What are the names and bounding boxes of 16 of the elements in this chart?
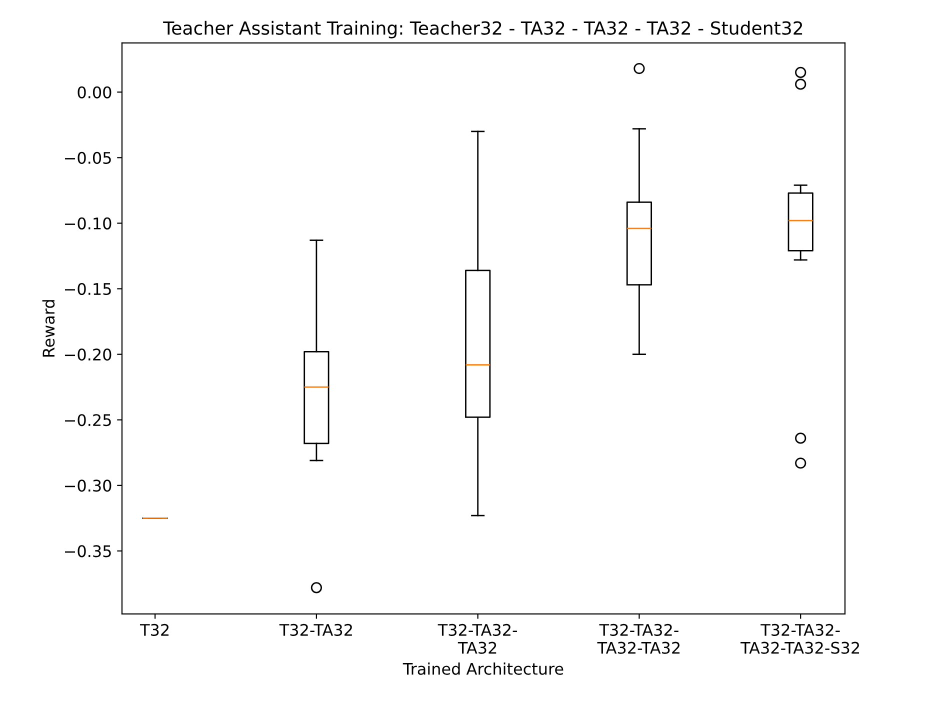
y-tick-label: −0.15 bbox=[65, 282, 111, 296]
x-tick-label: T32-TA32- TA32 bbox=[438, 624, 518, 654]
y-tick-label: −0.35 bbox=[65, 545, 111, 558]
y-tick-label: −0.10 bbox=[65, 217, 112, 230]
x-axis-title: Trained Architecture bbox=[402, 662, 564, 675]
chart-title: Teacher Assistant Training: Teacher32 - TA32 - TA32 - TA32 - Student32 bbox=[163, 20, 802, 38]
y-tick-label: 0.00 bbox=[78, 86, 112, 98]
x-tick-label: T32-TA32- TA32-TA32-S32 bbox=[740, 624, 860, 654]
x-tick-label: T32-TA32 bbox=[279, 624, 352, 636]
y-tick-label: −0.30 bbox=[65, 480, 112, 492]
x-tick-label: T32 bbox=[140, 624, 169, 636]
y-tick-label: −0.05 bbox=[65, 152, 111, 164]
y-axis-title: Reward bbox=[42, 300, 55, 357]
x-tick-label: T32-TA32- TA32-TA32 bbox=[597, 624, 680, 654]
y-tick-label: −0.25 bbox=[65, 414, 111, 426]
y-tick-label: −0.20 bbox=[65, 348, 112, 361]
